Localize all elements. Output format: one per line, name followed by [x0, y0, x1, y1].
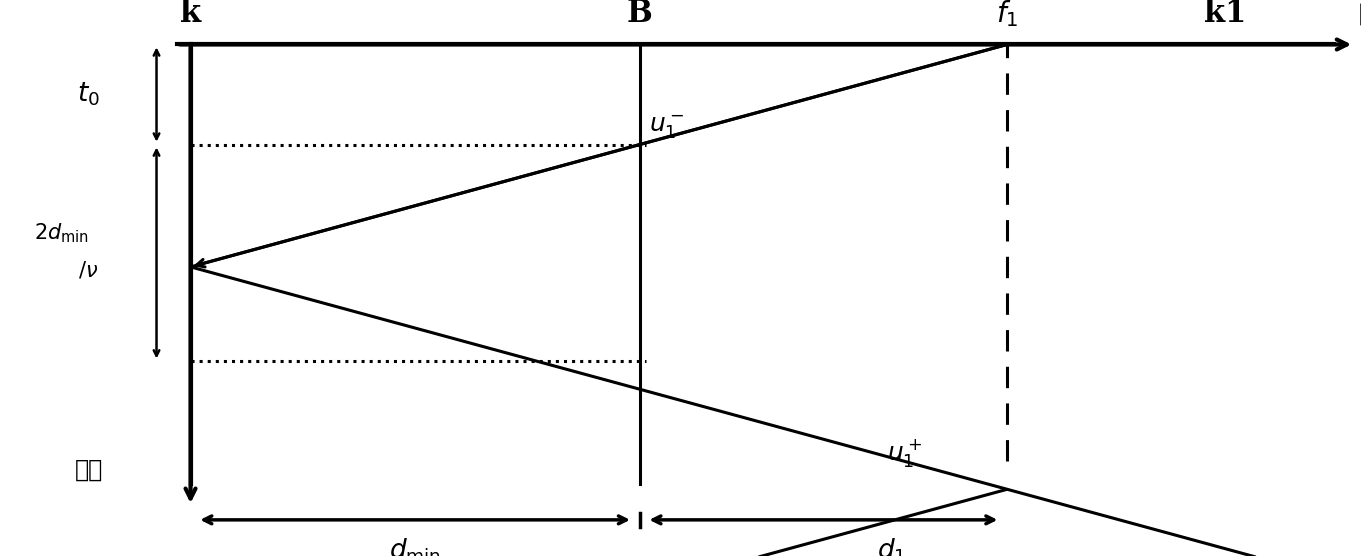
Text: B: B	[627, 0, 652, 29]
Text: $d_{\min}$: $d_{\min}$	[389, 536, 441, 556]
Text: $t_0$: $t_0$	[78, 81, 99, 108]
Text: $2d_{\min}$: $2d_{\min}$	[34, 222, 88, 245]
Text: $/\nu$: $/\nu$	[79, 259, 98, 280]
Text: $f_1$: $f_1$	[996, 0, 1018, 29]
Text: 距离: 距离	[1358, 2, 1361, 26]
Text: 时间: 时间	[75, 458, 102, 482]
Text: k1: k1	[1203, 0, 1247, 29]
Text: $u_1^-$: $u_1^-$	[649, 115, 685, 141]
Text: $d_1$: $d_1$	[876, 536, 906, 556]
Text: $u_1^+$: $u_1^+$	[887, 437, 923, 469]
Text: k: k	[180, 0, 201, 29]
